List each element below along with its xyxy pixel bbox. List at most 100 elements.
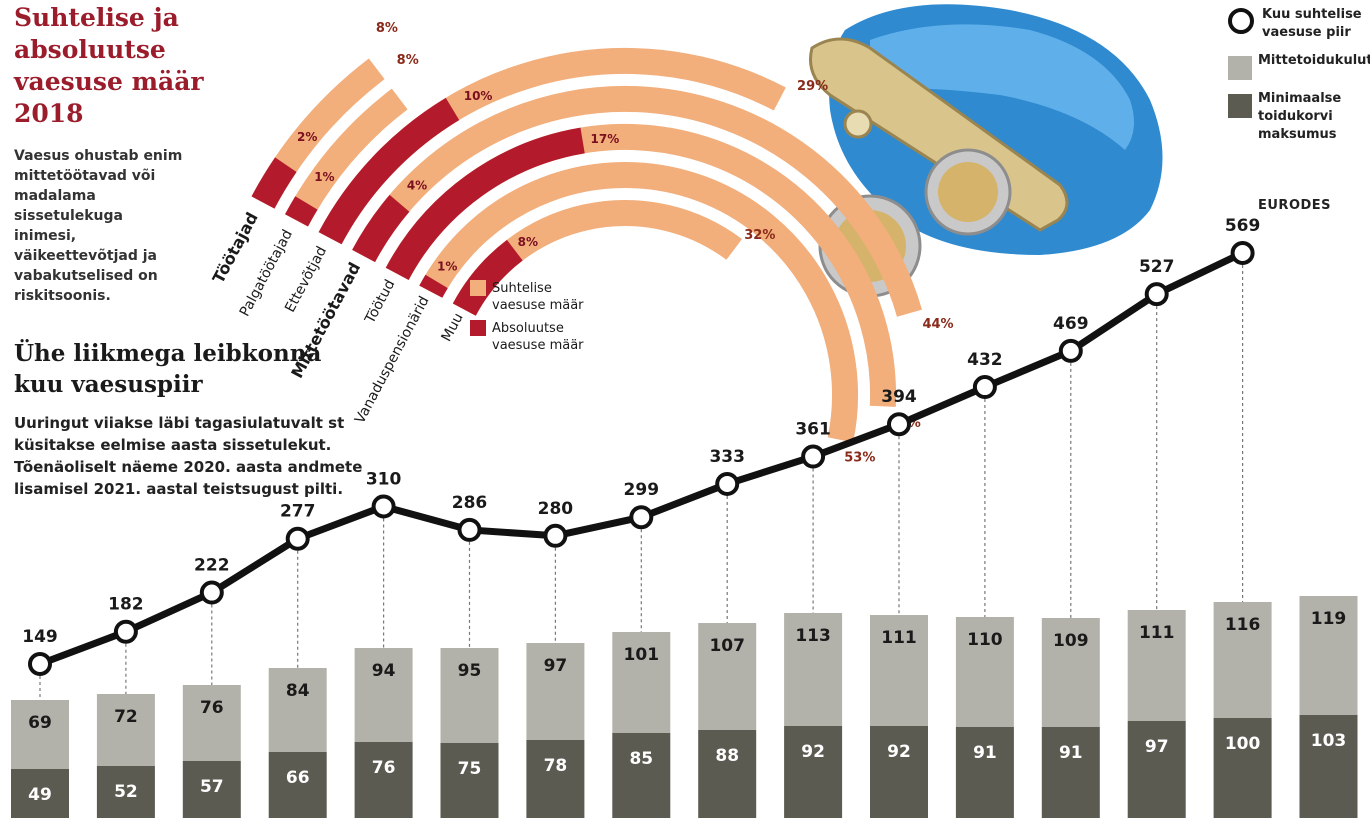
bar-food-2016	[1041, 727, 1100, 818]
arc-absolute-label-Töötud: 17%	[591, 132, 620, 146]
bar-label-food-2013: 92	[801, 742, 825, 762]
page-title: Suhtelise ja absoluutse vaesuse määr 201…	[14, 3, 204, 128]
bar-nonfood-2009	[440, 648, 499, 743]
bar-nonfood-2004	[11, 700, 69, 769]
bar-nonfood-2008	[354, 648, 413, 742]
arc-absolute-label-Mittetöötavad: 4%	[407, 178, 427, 192]
bar-label-food-2004: 49	[28, 785, 52, 805]
arc-absolute-Ettevõtjad	[318, 97, 460, 245]
arc-absolute-label-Muu: 8%	[518, 235, 538, 249]
arc-absolute-label-Ettevõtjad: 10%	[464, 89, 493, 103]
legend-item-nonfood: Mittetoidukulutused	[1228, 52, 1370, 80]
line-point-2017	[1144, 282, 1169, 307]
bar-nonfood-2015	[955, 617, 1014, 727]
bar-label-food-2008: 76	[372, 758, 396, 778]
arc-relative-Mittetöötavad	[352, 85, 922, 317]
bar-label-nonfood-2010: 97	[544, 656, 568, 676]
bar-label-nonfood-2016: 109	[1053, 631, 1089, 651]
line-point-2013	[801, 444, 826, 469]
arc-absolute-Mittetöötavad	[352, 194, 410, 263]
arc-absolute-Vanaduspensionärid	[419, 274, 448, 298]
arc-legend-absolute-label-2: vaesuse määr	[492, 338, 584, 353]
bar-label-nonfood-2008: 94	[372, 661, 396, 681]
line-point-2009	[457, 517, 482, 542]
bar-nonfood-2018	[1213, 602, 1272, 718]
bar-food-2007	[268, 752, 327, 818]
arc-absolute-Töötajad	[251, 157, 297, 209]
arc-relative-label-Vanaduspensionärid: 53%	[844, 450, 875, 465]
bar-food-2019	[1299, 715, 1358, 818]
bar-label-nonfood-2013: 113	[795, 626, 831, 646]
bar-food-2005	[96, 766, 155, 818]
bar-food-2008	[354, 742, 413, 818]
bar-nonfood-2005	[96, 694, 155, 766]
arc-category-Muu: Muu	[439, 310, 467, 344]
legend-nonfood-swatch	[1228, 56, 1252, 80]
arc-category-Töötud: Töötud	[362, 277, 399, 327]
arc-relative-label-Mittetöötavad: 44%	[922, 317, 953, 332]
bar-food-2006	[182, 761, 241, 818]
bar-food-2012	[698, 730, 757, 818]
legend: Kuu suhtelise vaesuse piir Mittetoidukul…	[1228, 6, 1370, 154]
arc-relative-label-Muu: 32%	[744, 228, 775, 243]
bar-label-nonfood-2005: 72	[114, 707, 138, 727]
line-label-2007: 277	[280, 502, 316, 522]
bar-label-food-2019: 103	[1311, 731, 1347, 751]
bar-label-food-2014: 92	[887, 742, 911, 762]
line-point-2012	[715, 471, 740, 496]
bar-nonfood-2017	[1127, 610, 1186, 721]
bar-nonfood-2012	[698, 623, 757, 730]
line-label-2004: 149	[22, 627, 58, 647]
stacked-bars: 6949200472522005765720068466200794762008…	[11, 596, 1358, 818]
legend-food-label: Minimaalse toidukorvi maksumus	[1258, 91, 1342, 142]
chart-subtitle: Ühe liikmega leibkonna kuu vaesuspiir	[14, 340, 322, 398]
bar-nonfood-2006	[182, 685, 241, 761]
arc-relative-label-Ettevõtjad: 29%	[797, 79, 828, 94]
arc-absolute-Muu	[452, 239, 523, 316]
arc-legend-relative-label-1: Suhtelise	[492, 281, 552, 296]
legend-food-swatch	[1228, 94, 1252, 118]
arc-relative-label-Palgatöötajad: 8%	[397, 53, 419, 68]
bar-food-2017	[1127, 721, 1186, 818]
bar-nonfood-2010	[526, 643, 585, 740]
bar-label-nonfood-2011: 101	[624, 645, 660, 665]
bar-label-nonfood-2015: 110	[967, 630, 1003, 650]
arc-absolute-label-Töötajad: 2%	[297, 130, 317, 144]
line-label-2009: 286	[452, 493, 488, 513]
bar-label-nonfood-2012: 107	[709, 636, 745, 656]
intro-text: Vaesus ohustab enim mittetöötavad või ma…	[14, 148, 183, 304]
arc-legend-absolute-swatch	[470, 320, 486, 336]
line-point-2011	[629, 505, 654, 530]
bar-nonfood-2011	[612, 632, 671, 733]
legend-item-food: Minimaalse toidukorvi maksumus	[1228, 90, 1368, 144]
bar-food-2011	[612, 733, 671, 818]
bar-nonfood-2007	[268, 668, 327, 752]
bar-label-nonfood-2009: 95	[458, 661, 482, 681]
bar-food-2010	[526, 740, 585, 818]
line-label-2018: 569	[1225, 216, 1261, 236]
bar-label-food-2006: 57	[200, 777, 224, 797]
line-label-2013: 361	[795, 420, 831, 440]
bar-label-food-2009: 75	[458, 759, 482, 779]
arc-category-Töötajad: Töötajad	[209, 209, 262, 286]
bar-label-food-2007: 66	[286, 768, 310, 788]
poverty-line-series: 149 182 222 277 310 286 280 299 333 361 394 432 469 5…	[22, 216, 1261, 676]
bar-label-food-2012: 88	[715, 746, 739, 766]
legend-line-label: Kuu suhtelise vaesuse piir	[1262, 7, 1362, 40]
arc-relative-Vanaduspensionärid	[419, 162, 858, 443]
arc-relative-label-Töötajad: 8%	[376, 21, 398, 36]
bar-food-2014	[870, 726, 928, 818]
line-point-2010	[543, 523, 568, 548]
bar-label-food-2010: 78	[544, 756, 568, 776]
bar-nonfood-2013	[784, 613, 843, 726]
bar-label-food-2018: 100	[1225, 734, 1261, 754]
arc-legend-absolute-label-1: Absoluutse	[492, 321, 564, 336]
bar-label-nonfood-2004: 69	[28, 713, 52, 733]
line-label-2006: 222	[194, 556, 230, 576]
line-label-2017: 527	[1139, 257, 1175, 277]
bar-nonfood-2016	[1041, 618, 1100, 727]
line-point-2006	[199, 580, 224, 605]
bar-label-food-2015: 91	[973, 743, 997, 763]
bar-label-nonfood-2017: 111	[1139, 623, 1175, 643]
